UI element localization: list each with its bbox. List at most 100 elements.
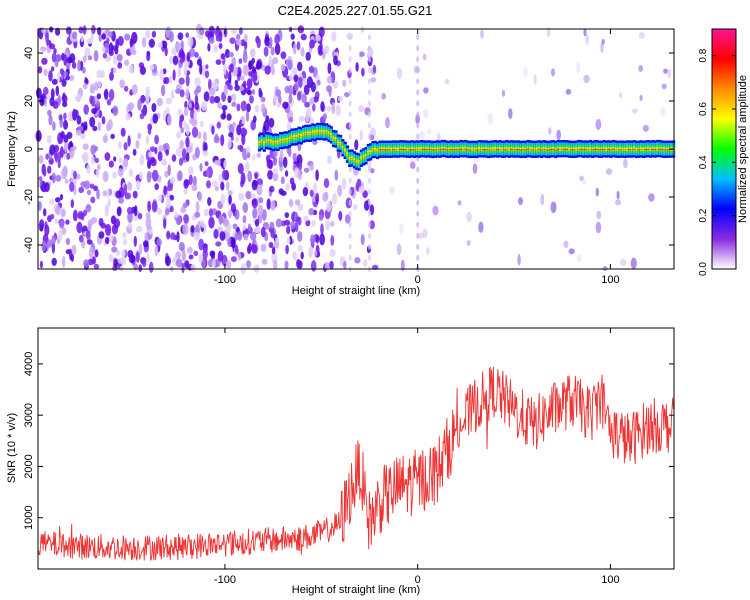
spectrogram-ridge-cell	[649, 149, 652, 151]
spectrogram-cell	[334, 169, 339, 181]
spectrogram-cell	[76, 115, 82, 125]
spectrogram-cell	[119, 79, 125, 89]
spectrogram-cell	[88, 246, 94, 259]
spectrogram-cell	[303, 215, 309, 222]
spectrogram-cell	[318, 214, 324, 221]
spectrogram-cell	[64, 140, 68, 153]
spectrogram-cell	[161, 158, 168, 166]
spectrogram-cell	[108, 42, 114, 54]
spectrogram-cell	[128, 168, 133, 178]
spectrogram-cell	[344, 214, 351, 224]
spectrogram-cell	[120, 256, 127, 266]
spectrogram-cell	[246, 103, 251, 113]
spectrogram-cell	[427, 129, 432, 135]
spectrogram-cell	[216, 159, 221, 166]
spectrogram-cell	[303, 84, 310, 96]
spectrogram-cell	[183, 214, 189, 224]
spectrogram-cell	[252, 207, 258, 219]
spectrogram-cell	[368, 199, 371, 206]
spectrogram-cell	[417, 232, 424, 239]
spectrogram-cell	[211, 258, 216, 269]
spectrogram-cell	[326, 105, 332, 112]
spectrogram-cell	[234, 79, 239, 87]
spectrogram-cell	[202, 249, 208, 260]
spectrogram-cell	[133, 235, 137, 247]
spectrogram-cell	[266, 198, 271, 210]
spectrogram-ridge-cell	[367, 152, 370, 154]
spectrogram-cell	[226, 113, 232, 121]
spectrogram-cell	[145, 86, 150, 96]
spectrogram-ridge-cell	[263, 143, 266, 145]
spectrogram-cell	[308, 208, 315, 216]
spectrogram-cell	[92, 256, 96, 265]
spectrogram-cell	[297, 203, 304, 211]
spectrogram-ridge-cell	[432, 149, 435, 151]
spectrogram-cell	[231, 101, 237, 107]
spectrogram-ridge-cell	[399, 148, 402, 150]
spectrogram-cell	[251, 198, 258, 209]
spectrogram-cell	[286, 225, 291, 235]
spectrogram-cell	[41, 57, 48, 65]
spectrogram-cell	[174, 212, 179, 219]
spectrogram-ridge-cell	[610, 149, 613, 151]
spectrogram-cell	[164, 208, 170, 216]
spectrogram-cell	[46, 135, 52, 144]
spectrogram-cell	[131, 31, 138, 44]
spectrogram-cell	[253, 115, 257, 123]
spectrogram-cell	[213, 44, 218, 53]
spectrogram-cell	[368, 221, 371, 228]
spectrogram-cell	[337, 184, 343, 197]
spectrogram-cell	[242, 129, 248, 136]
spectrogram-cell	[237, 252, 242, 261]
spectrogram-cell	[182, 223, 189, 235]
spectrogram-cell	[235, 136, 240, 143]
spectrogram-cell	[188, 166, 194, 175]
spectrogram-ridge-cell	[658, 146, 661, 151]
spectrogram-cell	[98, 33, 102, 42]
spectrogram-cell	[57, 94, 61, 106]
spectrogram-cell	[42, 168, 47, 177]
spectrogram-cell	[111, 246, 118, 253]
spectrogram-cell	[264, 65, 271, 75]
spectrogram-cell	[214, 133, 219, 142]
spectrogram-ridge-cell	[628, 149, 631, 151]
spectrogram-ridge-cell	[531, 149, 534, 151]
spectrogram-cell	[147, 200, 152, 212]
spectrogram-ridge-cell	[358, 162, 361, 164]
spectrogram-ridge-cell	[395, 149, 398, 151]
spectrogram-cell	[585, 33, 589, 45]
spectrogram-ridge-cell	[575, 147, 578, 151]
spectrogram-cell	[270, 200, 276, 211]
spectrogram-cell	[52, 101, 59, 109]
spectrogram-cell	[41, 26, 45, 33]
snr-xtick-label: 0	[415, 574, 421, 586]
spectrogram-cell	[251, 57, 255, 64]
spectrogram-cell	[148, 228, 153, 235]
spectrogram-cell	[53, 151, 58, 160]
spectrogram-ridge-cell	[383, 149, 386, 151]
spectrogram-cell	[247, 223, 251, 231]
spectrogram-cell	[269, 185, 275, 193]
spectrogram-cell	[234, 244, 239, 254]
spectrogram-cell	[276, 102, 281, 108]
spectrogram-cell	[416, 78, 420, 85]
spectrogram-cell	[232, 121, 237, 127]
spectrogram-cell	[227, 138, 232, 149]
spectrogram-ridge-cell	[272, 142, 275, 144]
spectrogram-cell	[266, 159, 273, 169]
spectrogram-ridge-cell	[466, 149, 469, 151]
spectrogram-cell	[267, 172, 271, 179]
spectrogram-ridge-cell	[355, 161, 358, 163]
spectrogram-cell	[85, 204, 92, 213]
spectrogram-cell	[70, 199, 75, 209]
spectrogram-ridge-cell	[316, 131, 319, 133]
spectrogram-cell	[217, 102, 222, 109]
spectrogram-cell	[198, 253, 204, 264]
colorbar-tick-label: 0.8	[698, 48, 709, 62]
spectrogram-cell	[188, 48, 196, 58]
spectrogram-cell	[194, 77, 201, 87]
spectrogram-cell	[318, 50, 323, 56]
spectrogram-cell	[204, 70, 210, 79]
spectrogram-ridge-cell	[448, 149, 451, 151]
spectrogram-cell	[49, 144, 56, 156]
